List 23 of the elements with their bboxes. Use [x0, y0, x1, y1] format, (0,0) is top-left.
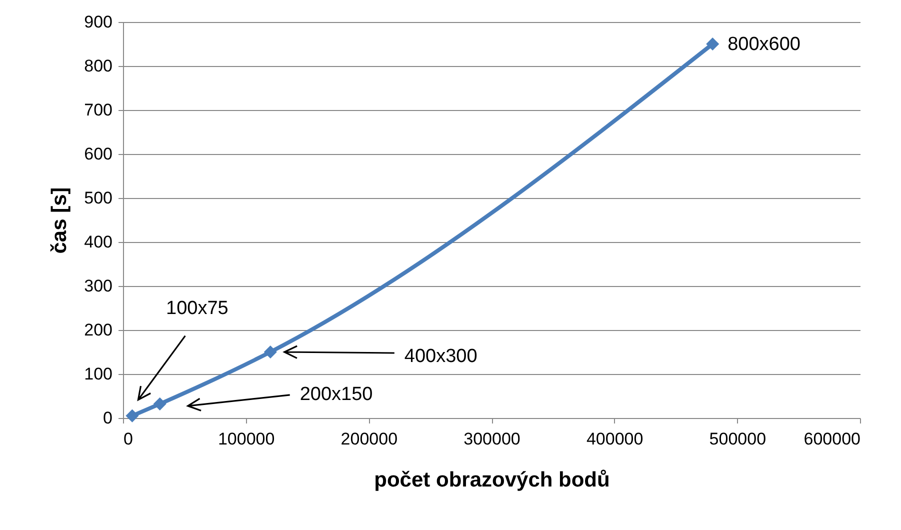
- x-tick-label: 100000: [218, 430, 275, 448]
- y-tick-label: 800: [84, 56, 112, 76]
- y-tick-label: 500: [84, 188, 112, 208]
- x-tick-label: 200000: [340, 430, 398, 448]
- y-tick-label: 600: [84, 144, 112, 164]
- y-tick-label: 400: [84, 232, 112, 252]
- y-axis-title: čas [s]: [48, 187, 72, 254]
- annotation: 100x75: [166, 298, 228, 319]
- x-tick-label: 0: [124, 430, 133, 448]
- annotation: 200x150: [300, 384, 373, 405]
- y-tick-label: 0: [103, 408, 112, 428]
- y-tick-label: 900: [84, 12, 112, 32]
- annotation: 800x600: [728, 34, 801, 55]
- y-tick-label: 300: [84, 276, 112, 296]
- annotation: 400x300: [404, 346, 478, 367]
- x-tick-label: 500000: [709, 430, 766, 448]
- y-tick-label: 200: [84, 320, 112, 340]
- y-tick-label: 700: [84, 100, 112, 120]
- x-tick-label: 400000: [586, 430, 644, 448]
- x-tick-label: 300000: [464, 430, 520, 448]
- y-tick-label: 100: [84, 364, 112, 384]
- x-axis-title: počet obrazových bodů: [374, 468, 610, 492]
- x-tick-label: 600000: [804, 430, 860, 448]
